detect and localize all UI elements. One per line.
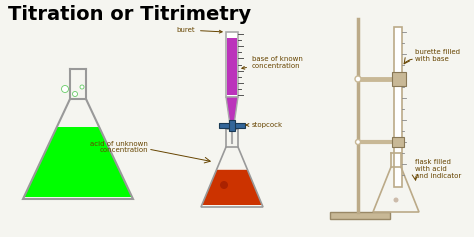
Text: burette filled
with base: burette filled with base <box>415 49 460 61</box>
Polygon shape <box>201 170 263 205</box>
Polygon shape <box>23 99 133 199</box>
Circle shape <box>220 181 228 189</box>
Text: flask filled
with acid
and indicator: flask filled with acid and indicator <box>415 159 461 179</box>
Circle shape <box>73 91 78 96</box>
Bar <box>392 137 404 147</box>
Circle shape <box>62 86 69 92</box>
Text: buret: buret <box>176 27 222 33</box>
Circle shape <box>80 85 84 89</box>
Text: acid of unknown
concentration: acid of unknown concentration <box>90 141 148 154</box>
Polygon shape <box>373 167 419 212</box>
Bar <box>330 212 390 219</box>
Polygon shape <box>226 97 238 125</box>
Bar <box>219 123 245 128</box>
Polygon shape <box>201 147 263 207</box>
Bar <box>394 27 402 187</box>
Bar <box>226 32 238 97</box>
Text: stopcock: stopcock <box>246 122 283 128</box>
Text: Titration or Titrimetry: Titration or Titrimetry <box>8 5 251 24</box>
Circle shape <box>355 76 361 82</box>
Bar <box>392 72 406 86</box>
Text: base of known
concentration: base of known concentration <box>242 55 303 69</box>
Bar <box>229 119 235 131</box>
Bar <box>227 38 237 95</box>
Polygon shape <box>24 127 132 197</box>
Circle shape <box>393 197 399 202</box>
Circle shape <box>356 140 361 145</box>
